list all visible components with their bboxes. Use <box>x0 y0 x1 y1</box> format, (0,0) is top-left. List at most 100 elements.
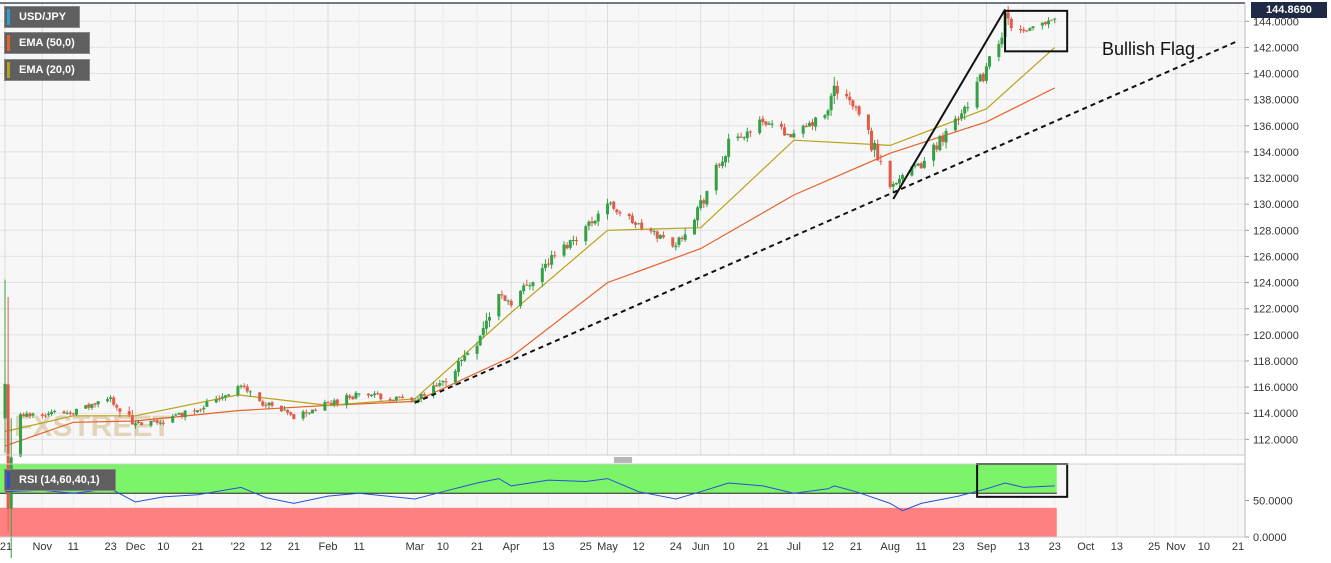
y-tick-label: 124.0000 <box>1253 278 1299 290</box>
legend-symbol-chip[interactable]: USD/JPY <box>4 6 80 28</box>
candle-body <box>764 121 768 125</box>
rsi-overbought-zone <box>0 464 1057 494</box>
y-tick-label: 122.0000 <box>1253 304 1299 316</box>
candle-body <box>410 397 414 401</box>
candle-body <box>587 221 591 226</box>
candle-body <box>127 411 131 415</box>
candle-body <box>369 394 373 397</box>
candle-body <box>1040 22 1044 26</box>
candle-body <box>609 202 613 204</box>
x-tick-label: Nov <box>1166 541 1186 553</box>
candle-body <box>866 114 870 130</box>
ema20-swatch <box>7 62 10 78</box>
candle-body <box>683 234 687 240</box>
candle-body <box>649 228 653 232</box>
candle-body <box>242 385 246 387</box>
candle-body <box>292 414 296 420</box>
candle-body <box>248 391 252 393</box>
y-tick-label: 132.0000 <box>1253 173 1299 185</box>
candle-body <box>270 402 274 406</box>
candle-body <box>279 405 283 412</box>
candle-body <box>736 136 740 139</box>
candle-body <box>314 409 318 411</box>
x-tick-label: 21 <box>757 541 769 553</box>
candle-body <box>307 412 311 414</box>
candle-body <box>1009 18 1013 29</box>
x-tick-label: '22 <box>231 541 245 553</box>
x-tick-label: 21 <box>191 541 203 553</box>
candle-body <box>978 74 982 82</box>
y-tick-label: 144.0000 <box>1253 16 1299 28</box>
candle-body <box>19 414 23 457</box>
candle-body <box>922 160 926 168</box>
candle-body <box>1025 30 1029 32</box>
candle-body <box>438 383 442 386</box>
main-panel-bg <box>0 3 1245 455</box>
candle-body <box>345 395 349 406</box>
grid-layer <box>0 3 1245 537</box>
x-tick-label: 13 <box>1018 541 1030 553</box>
y-tick-label: 140.0000 <box>1253 69 1299 81</box>
candle-body <box>388 399 392 401</box>
candle-body <box>50 411 54 415</box>
candle-body <box>245 386 249 392</box>
ema50-swatch <box>7 35 10 51</box>
candle-body <box>823 115 827 118</box>
x-tick-label: Dec <box>126 541 146 553</box>
candle-body <box>460 360 464 362</box>
candle-body <box>503 295 507 301</box>
candle-body <box>62 411 66 414</box>
x-tick-label: 12 <box>822 541 834 553</box>
legend-ema50-chip[interactable]: EMA (50,0) <box>4 32 90 54</box>
candle-body <box>220 396 224 399</box>
legend-rsi-label: RSI (14,60,40,1) <box>19 474 100 486</box>
candle-body <box>475 345 479 354</box>
candle-body <box>1006 12 1010 19</box>
x-tick-label: Jul <box>787 541 801 553</box>
candle-body <box>553 255 557 257</box>
candle-body <box>199 409 203 411</box>
candle-body <box>180 412 184 417</box>
x-tick-label: 10 <box>723 541 735 553</box>
candle-body <box>674 245 678 248</box>
candle-body <box>177 413 181 415</box>
candle-body <box>829 95 833 111</box>
candle-body <box>373 393 377 396</box>
candle-body <box>997 44 1001 57</box>
y-tick-label: 118.0000 <box>1253 356 1298 368</box>
candle-body <box>466 353 470 356</box>
candle-body <box>910 166 914 176</box>
panel-splitter-handle[interactable] <box>613 457 633 463</box>
legend-ema20-chip[interactable]: EMA (20,0) <box>4 59 90 81</box>
candle-body <box>1031 26 1035 29</box>
candle-body <box>935 145 939 150</box>
y-tick-label: 130.0000 <box>1253 199 1299 211</box>
candle-body <box>627 214 631 217</box>
flag-box <box>1004 9 1069 53</box>
y-tick-label: 136.0000 <box>1253 121 1299 133</box>
candle-body <box>205 401 209 407</box>
candle-body <box>40 414 44 416</box>
candle-body <box>376 393 380 395</box>
candle-body <box>612 201 616 209</box>
candle-body <box>761 118 765 123</box>
candle-body <box>155 420 159 423</box>
candle-body <box>217 398 221 400</box>
candle-body <box>857 106 861 115</box>
candle-body <box>897 178 901 184</box>
x-tick-label: 23 <box>104 541 116 553</box>
candle-body <box>975 81 979 108</box>
candle-body <box>960 113 964 119</box>
candle-body <box>115 405 119 408</box>
candle-body <box>655 231 659 239</box>
candle-body <box>550 255 554 265</box>
dashed-trendline <box>414 39 1239 404</box>
candle-body <box>692 219 696 235</box>
candle-body <box>1000 37 1004 45</box>
candle-body <box>630 215 634 224</box>
candle-body <box>717 164 721 166</box>
legend-rsi-chip[interactable]: RSI (14,60,40,1) <box>4 469 116 491</box>
candle-body <box>1028 28 1032 31</box>
candle-body <box>783 127 787 136</box>
candle-body <box>357 393 361 395</box>
